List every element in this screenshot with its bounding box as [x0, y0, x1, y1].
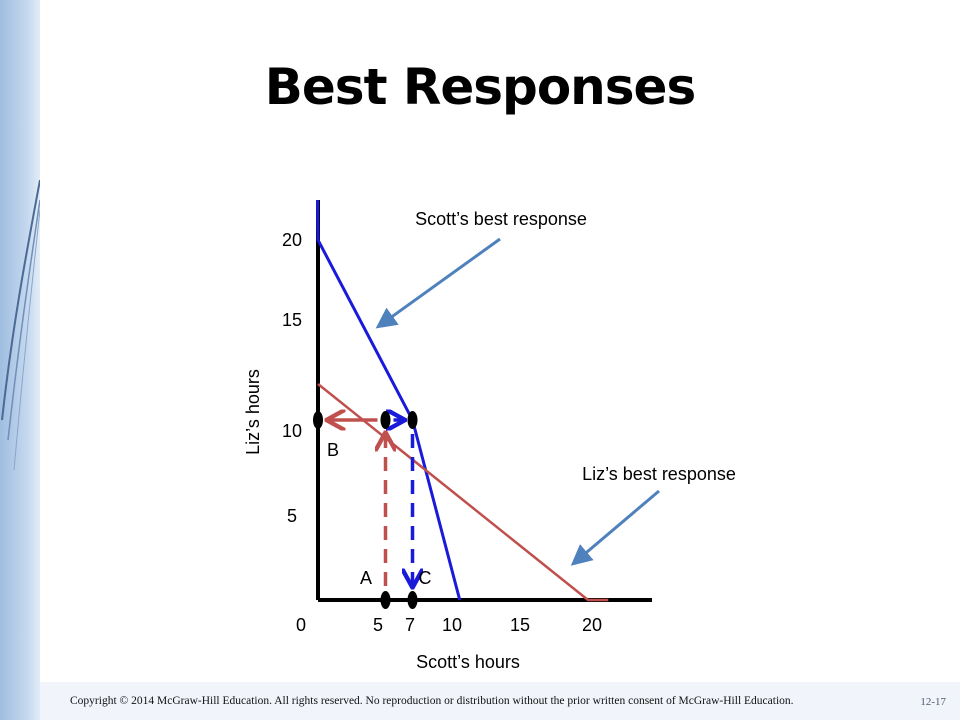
point-label-c: C: [419, 568, 432, 588]
point-label-b: B: [327, 440, 339, 460]
liz-best-response-line: [317, 383, 609, 602]
x-tick-label-15: 15: [510, 615, 530, 635]
slide-number: 12-17: [920, 696, 946, 708]
x-tick-label-0: 0: [296, 615, 306, 635]
point-label-a: A: [360, 568, 372, 588]
x-tick-label-7: 7: [405, 615, 415, 635]
y-tick-label-20: 20: [282, 230, 302, 250]
decorative-swoosh: [1, 179, 40, 471]
y-tick-label-10: 10: [282, 421, 302, 441]
point-7-10-dot: [407, 411, 418, 429]
copyright-notice: Copyright © 2014 McGraw-Hill Education. …: [70, 695, 794, 707]
x-tick-label-10: 10: [442, 615, 462, 635]
point-b-dot: [313, 411, 323, 429]
scott-best-response-label: Scott’s best response: [415, 209, 587, 229]
x-tick-label-20: 20: [582, 615, 602, 635]
point-c-dot: [407, 591, 418, 609]
slide-decoration-band: [0, 0, 40, 720]
scott-best-response-line: [316, 199, 462, 601]
point-a-dot: [380, 591, 391, 609]
slide-title: Best Responses: [264, 58, 696, 116]
liz-best-response-label: Liz’s best response: [582, 464, 736, 484]
point-5-10-dot: [380, 411, 391, 429]
liz-callout-arrow: [570, 489, 660, 566]
x-axis-label: Scott’s hours: [416, 652, 520, 672]
y-tick-label-5: 5: [287, 506, 297, 526]
y-tick-label-15: 15: [282, 310, 302, 330]
y-axis-label: Liz’s hours: [243, 369, 263, 455]
x-tick-label-5: 5: [373, 615, 383, 635]
footer-bar: [40, 682, 960, 720]
scott-callout-arrow: [375, 237, 501, 329]
